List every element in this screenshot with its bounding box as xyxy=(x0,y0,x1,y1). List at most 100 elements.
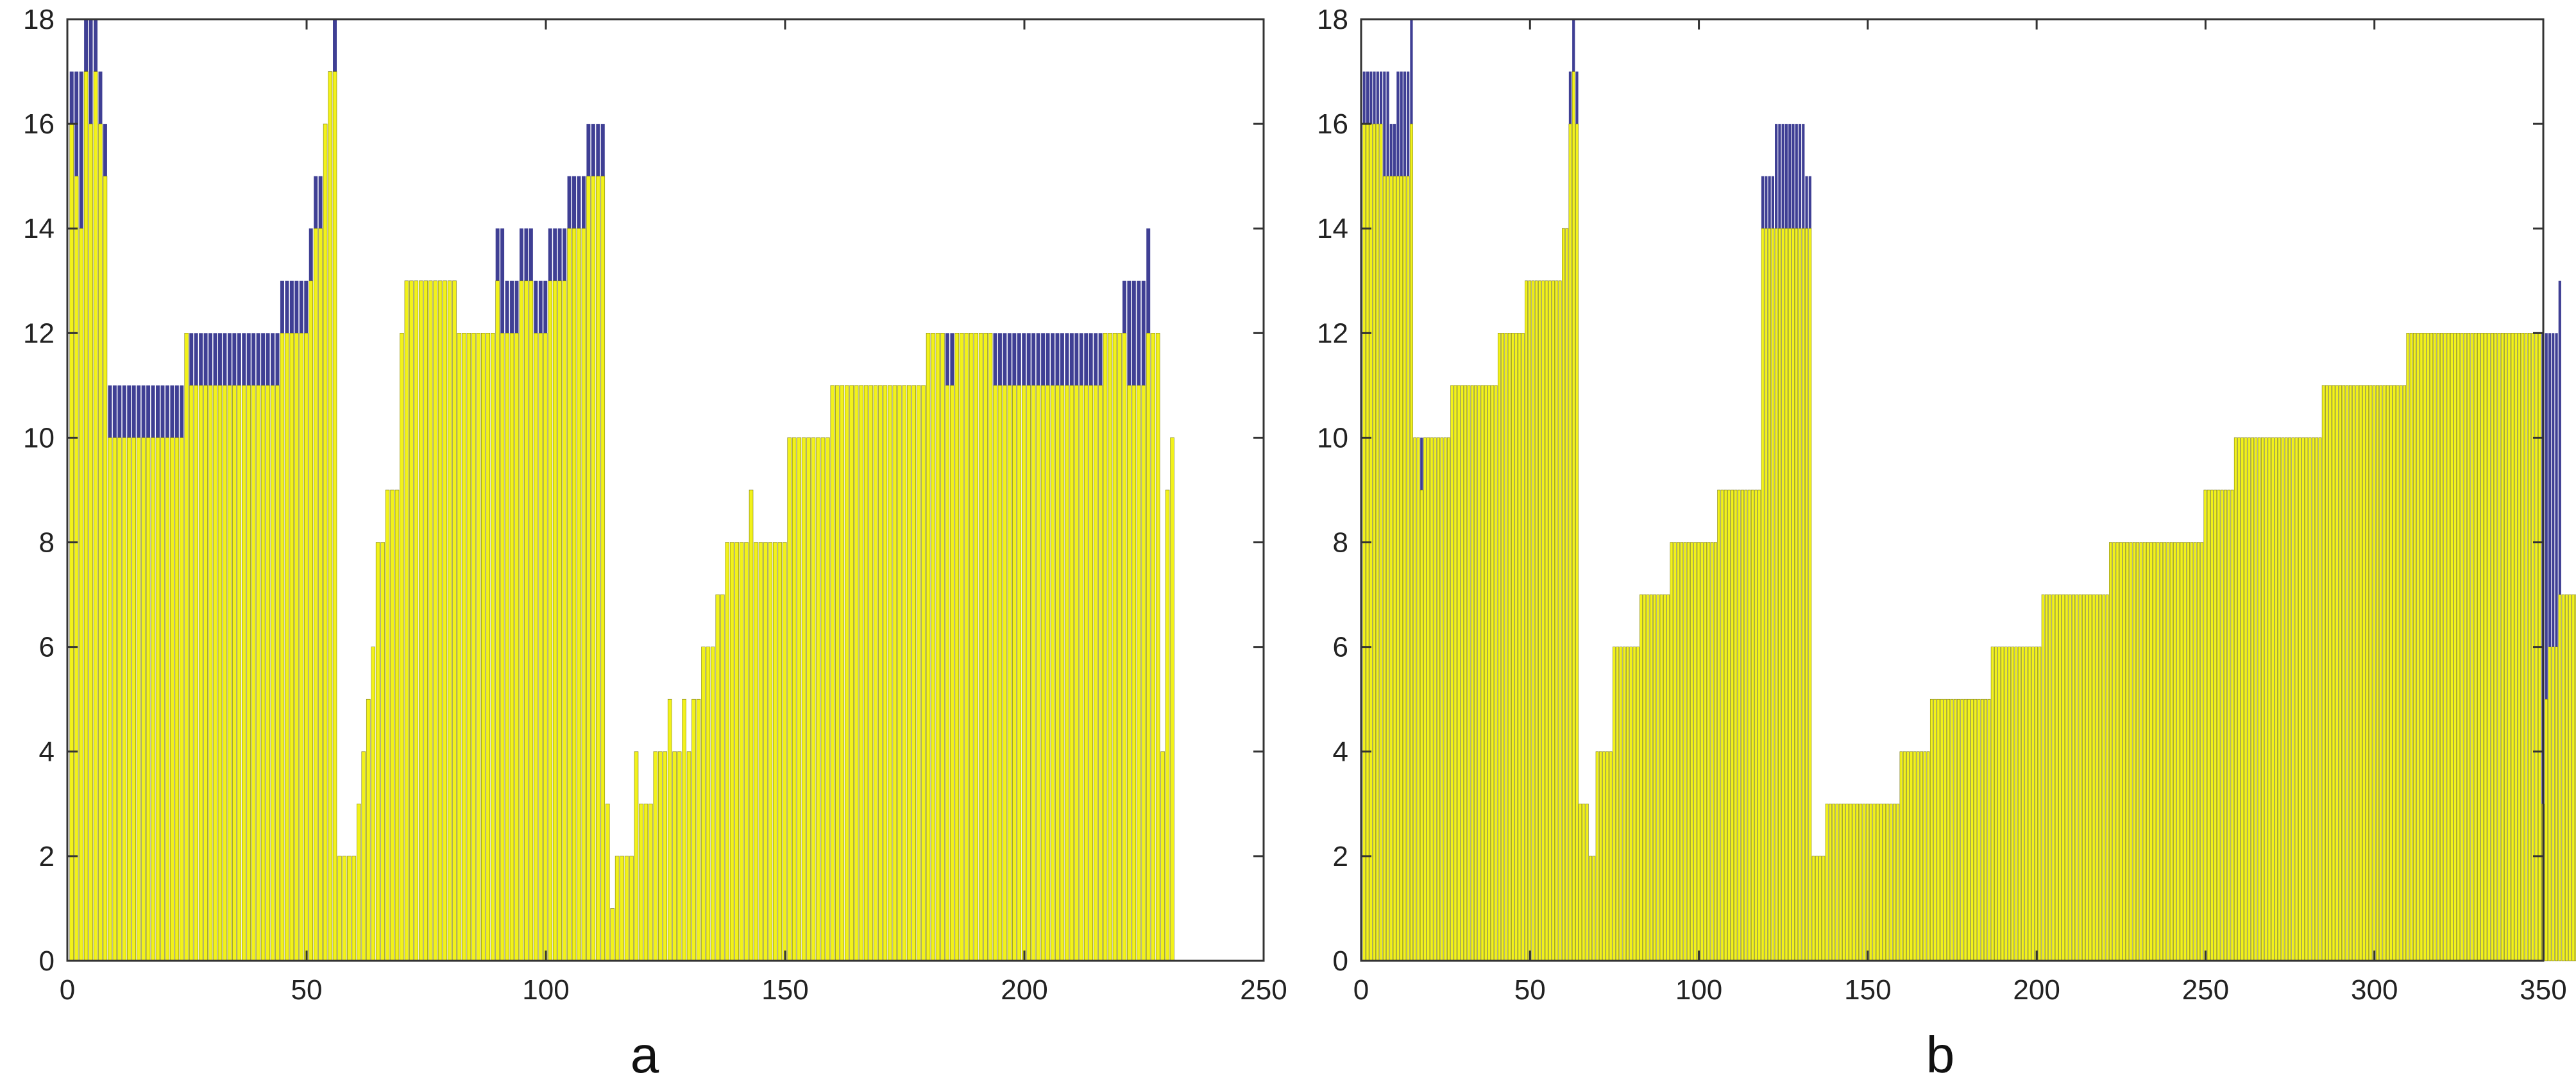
yellow-bar xyxy=(2129,542,2133,961)
yellow-bar xyxy=(1707,542,1711,961)
x-tick-label: 150 xyxy=(761,974,808,1006)
yellow-bar xyxy=(1970,698,1974,961)
yellow-bar xyxy=(2247,437,2251,961)
blue-bar xyxy=(2545,333,2548,961)
yellow-bar xyxy=(1582,804,1586,961)
yellow-bar xyxy=(486,333,491,961)
yellow-bar xyxy=(1446,437,1450,961)
yellow-bar xyxy=(2160,542,2163,961)
yellow-bar xyxy=(2463,333,2467,961)
yellow-bar xyxy=(1974,698,1978,961)
yellow-bar xyxy=(878,385,883,961)
yellow-bar xyxy=(2342,385,2346,961)
y-tick-label: 4 xyxy=(1333,736,1348,768)
yellow-bar xyxy=(1155,333,1160,961)
yellow-bar xyxy=(2011,647,2015,961)
yellow-bar xyxy=(1165,489,1170,961)
yellow-bar xyxy=(572,228,577,961)
yellow-bar xyxy=(529,280,534,961)
yellow-bar xyxy=(117,437,122,961)
yellow-bar xyxy=(1801,228,1805,961)
yellow-bar xyxy=(1413,437,1417,961)
yellow-bar xyxy=(1534,280,1538,961)
yellow-bar xyxy=(2494,333,2498,961)
yellow-bar xyxy=(964,333,969,961)
yellow-bar xyxy=(361,751,366,961)
yellow-bar xyxy=(409,280,414,961)
yellow-bar xyxy=(217,385,223,961)
yellow-bar xyxy=(2335,385,2339,961)
yellow-bar xyxy=(1910,751,1913,961)
yellow-bar xyxy=(1514,333,1518,961)
yellow-bar xyxy=(323,123,328,961)
yellow-bar xyxy=(1859,804,1863,961)
yellow-bar xyxy=(1653,594,1656,961)
yellow-bar xyxy=(1677,542,1680,961)
yellow-bar xyxy=(2230,489,2234,961)
yellow-bar xyxy=(940,333,945,961)
yellow-bar xyxy=(2014,647,2018,961)
y-tick-label: 16 xyxy=(1317,108,1348,140)
yellow-bar xyxy=(634,751,639,961)
yellow-bar xyxy=(993,385,997,961)
yellow-bar xyxy=(2275,437,2278,961)
yellow-bar xyxy=(1990,647,1994,961)
yellow-bar xyxy=(1792,228,1795,961)
yellow-bar xyxy=(1376,123,1380,961)
yellow-bar xyxy=(2099,594,2103,961)
yellow-bar xyxy=(2555,647,2558,961)
yellow-bar xyxy=(79,228,83,961)
yellow-bar xyxy=(658,751,663,961)
yellow-bar xyxy=(1416,437,1420,961)
yellow-bar xyxy=(1122,333,1127,961)
yellow-bar xyxy=(1443,437,1447,961)
yellow-bar xyxy=(1146,333,1151,961)
yellow-bar xyxy=(548,280,552,961)
yellow-bar xyxy=(1704,542,1707,961)
yellow-bar xyxy=(777,542,783,961)
yellow-bar xyxy=(653,751,658,961)
yellow-bar xyxy=(701,647,706,961)
yellow-bar xyxy=(2355,385,2359,961)
yellow-bar xyxy=(2561,594,2565,961)
yellow-bar xyxy=(2446,333,2450,961)
yellow-bar xyxy=(500,333,505,961)
yellow-bar xyxy=(1453,385,1457,961)
yellow-bar xyxy=(2095,594,2099,961)
yellow-bar xyxy=(2325,385,2328,961)
yellow-bar xyxy=(2200,542,2204,961)
yellow-bar xyxy=(1538,280,1541,961)
yellow-bar xyxy=(2399,385,2403,961)
y-tick-label: 2 xyxy=(1333,841,1348,872)
yellow-bar xyxy=(2254,437,2258,961)
yellow-bar xyxy=(2081,594,2085,961)
yellow-bar xyxy=(2261,437,2264,961)
yellow-bar xyxy=(2227,489,2231,961)
yellow-bar xyxy=(2487,333,2491,961)
yellow-bar xyxy=(2328,385,2332,961)
yellow-bar xyxy=(1865,804,1869,961)
yellow-bar xyxy=(1170,437,1174,961)
x-tick-label: 350 xyxy=(2520,974,2566,1006)
yellow-bar xyxy=(926,333,931,961)
yellow-bar xyxy=(2477,333,2480,961)
x-tick-label: 50 xyxy=(291,974,323,1006)
yellow-bar xyxy=(797,437,801,961)
yellow-bar xyxy=(906,385,911,961)
yellow-bar xyxy=(2112,542,2116,961)
yellow-bar xyxy=(1913,751,1917,961)
yellow-bar xyxy=(1680,542,1684,961)
yellow-bar xyxy=(605,804,610,961)
yellow-bar xyxy=(1916,751,1920,961)
yellow-bar xyxy=(2396,385,2400,961)
yellow-bar xyxy=(2041,594,2045,961)
yellow-bar xyxy=(1457,385,1461,961)
yellow-bar xyxy=(873,385,878,961)
yellow-bar xyxy=(2173,542,2176,961)
panel-a-chart: 0 2 4 6 8 10 12 14 16 18 0 50 100 150 200 250 xyxy=(23,4,1287,1006)
yellow-bar xyxy=(1467,385,1471,961)
yellow-bar xyxy=(1862,804,1866,961)
yellow-bar xyxy=(1074,385,1079,961)
yellow-bar xyxy=(447,280,452,961)
yellow-bar xyxy=(1083,385,1089,961)
